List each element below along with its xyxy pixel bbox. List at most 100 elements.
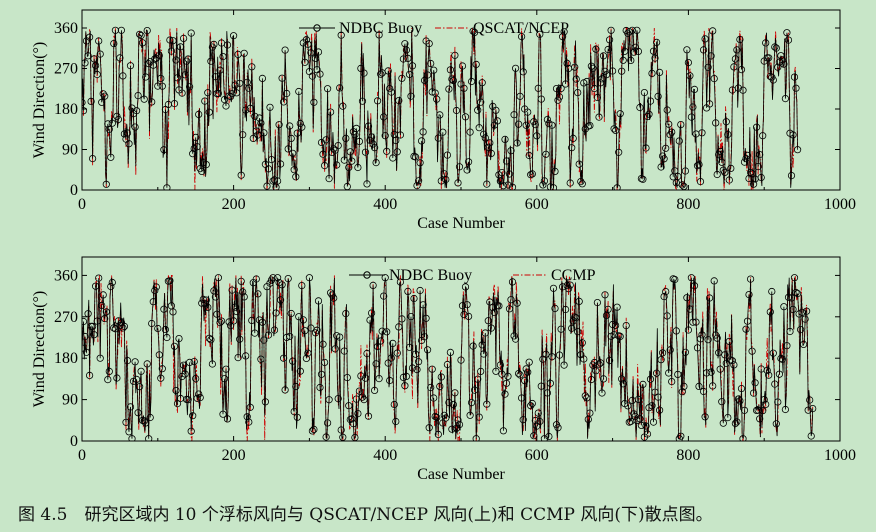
data-point [451,51,459,59]
data-point [357,372,365,380]
data-point [184,396,192,404]
data-point [381,132,389,140]
series-ndbc-buoy-markers [82,26,802,190]
data-point [370,386,379,394]
data-point [289,357,297,365]
data-point [292,382,300,391]
data-point [375,31,383,39]
data-point [575,160,583,168]
data-point [333,161,341,169]
data-point [740,406,749,414]
data-point [557,84,565,93]
data-point [702,369,711,377]
data-point [143,360,151,368]
data-point [363,180,371,188]
data-point [624,402,632,410]
data-point [323,419,332,427]
data-point [396,278,404,286]
data-point [793,289,802,298]
data-point [508,278,517,286]
data-point [443,151,451,159]
plot-area [82,26,802,190]
data-point [207,57,215,65]
data-point [195,390,203,398]
y-tick-label: 0 [70,433,78,450]
data-point [425,424,433,432]
data-point [213,310,221,318]
data-point [743,317,752,325]
data-point [399,373,407,381]
data-point [395,97,403,105]
data-point [690,85,699,94]
data-point [189,412,197,420]
data-point [610,125,618,133]
data-point [619,380,627,388]
data-point [448,75,456,83]
data-point [689,103,697,111]
data-point [334,394,342,403]
data-point [775,370,784,378]
y-tick-label: 360 [54,20,78,37]
data-point [146,413,154,422]
data-point [407,312,415,321]
data-point [648,69,656,78]
data-point [337,426,345,434]
data-point [751,379,759,387]
data-point [537,382,545,390]
data-point [595,360,603,368]
data-point [533,132,541,140]
data-point [643,430,652,438]
data-point [604,305,612,313]
data-point [361,148,370,156]
data-point [480,350,488,358]
data-point [439,128,447,136]
data-point [411,153,420,161]
data-point [540,435,548,441]
data-point [571,63,579,71]
data-point [505,305,514,313]
data-point [249,134,257,142]
data-point [384,67,392,75]
data-point [477,98,485,106]
data-point [111,26,120,34]
data-point [804,406,812,414]
data-point [302,354,310,362]
data-point [178,89,186,97]
data-point [646,97,655,105]
data-point [583,394,591,402]
data-point [336,84,344,92]
data-point [290,407,298,416]
data-point [733,418,741,426]
data-point [348,415,356,423]
data-point [698,331,706,339]
data-point [237,171,245,179]
data-point [239,288,247,296]
data-point [427,383,435,392]
data-point [687,113,696,121]
data-point [549,184,558,190]
data-point [446,348,454,356]
data-point [160,146,168,154]
data-point [217,317,226,325]
data-point [687,274,696,282]
data-point [107,153,115,161]
data-point [245,84,253,92]
data-point [578,180,586,188]
data-point [674,370,682,378]
data-point [136,383,144,391]
data-point [401,382,409,390]
data-point [490,308,498,316]
data-point [242,352,250,360]
data-point [463,166,471,174]
data-point [340,156,348,164]
data-point [373,342,382,351]
data-point [133,375,141,383]
data-point [637,421,646,429]
data-point [713,170,721,179]
data-point [398,315,406,323]
data-point [698,129,706,137]
data-point [372,159,380,167]
legend-marker-ndbc-buoy [363,271,371,279]
data-point [478,341,486,349]
data-point [483,400,491,408]
